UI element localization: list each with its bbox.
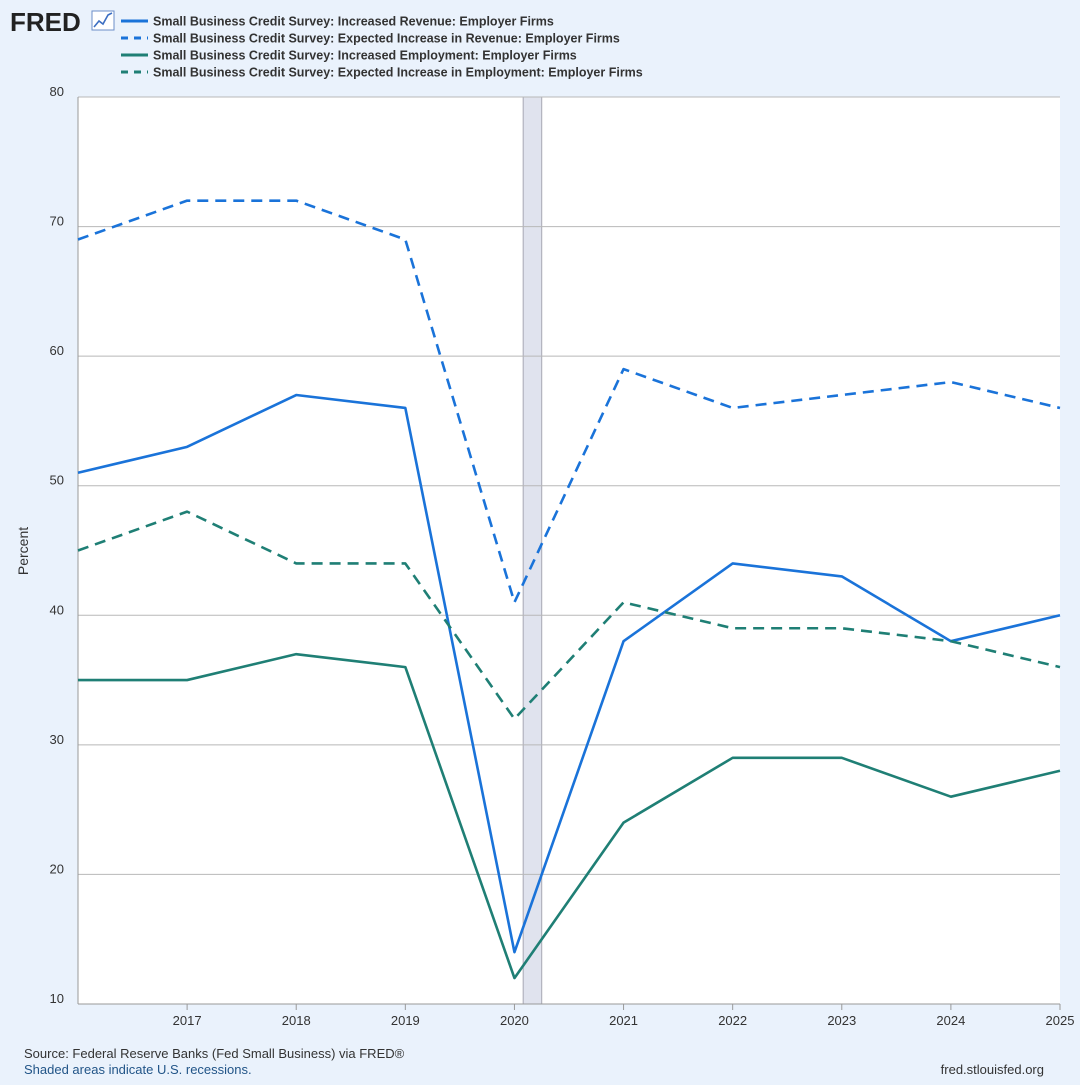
x-tick-label: 2024 bbox=[936, 1013, 965, 1028]
series-line-3 bbox=[78, 652, 1061, 980]
fred-logo[interactable]: FRED bbox=[10, 7, 115, 37]
y-tick-label: 60 bbox=[50, 343, 64, 358]
y-tick-label: 70 bbox=[50, 214, 64, 229]
recession-note: Shaded areas indicate U.S. recessions. bbox=[24, 1062, 252, 1077]
y-tick-label: 20 bbox=[50, 861, 64, 876]
series-line-4 bbox=[77, 510, 1061, 721]
legend: Small Business Credit Survey: Increased … bbox=[121, 15, 643, 80]
trend-graph-icon bbox=[91, 10, 115, 31]
x-tick-label: 2023 bbox=[827, 1013, 856, 1028]
series-line-2 bbox=[77, 199, 1061, 604]
x-tick-label: 2019 bbox=[391, 1013, 420, 1028]
source-note: Source: Federal Reserve Banks (Fed Small… bbox=[24, 1046, 405, 1061]
x-tick-label: 2020 bbox=[500, 1013, 529, 1028]
plot-area: 10 20 30 40 50 60 70 80 2017 2018 2019 2020 2021 2022… bbox=[50, 84, 1075, 1028]
y-tick-label: 40 bbox=[50, 602, 64, 617]
x-tick-label: 2018 bbox=[282, 1013, 311, 1028]
legend-label-2: Small Business Credit Survey: Expected I… bbox=[153, 32, 620, 46]
x-tick-label: 2025 bbox=[1046, 1013, 1075, 1028]
y-tick-label: 30 bbox=[50, 732, 64, 747]
legend-label-3: Small Business Credit Survey: Increased … bbox=[153, 49, 577, 63]
legend-label-4: Small Business Credit Survey: Expected I… bbox=[153, 66, 643, 80]
x-tick-label: 2021 bbox=[609, 1013, 638, 1028]
legend-label-1: Small Business Credit Survey: Increased … bbox=[153, 15, 554, 29]
y-tick-label: 50 bbox=[50, 473, 64, 488]
x-tick-label: 2022 bbox=[718, 1013, 747, 1028]
series-line-1 bbox=[77, 393, 1061, 954]
y-tick-label: 80 bbox=[50, 84, 64, 99]
plot-background bbox=[78, 97, 1060, 1004]
y-tick-label: 10 bbox=[50, 991, 64, 1006]
site-link[interactable]: fred.stlouisfed.org bbox=[940, 1062, 1044, 1077]
x-tick-label: 2017 bbox=[173, 1013, 202, 1028]
fred-logo-text: FRED bbox=[10, 7, 81, 37]
y-axis-title: Percent bbox=[15, 527, 31, 575]
